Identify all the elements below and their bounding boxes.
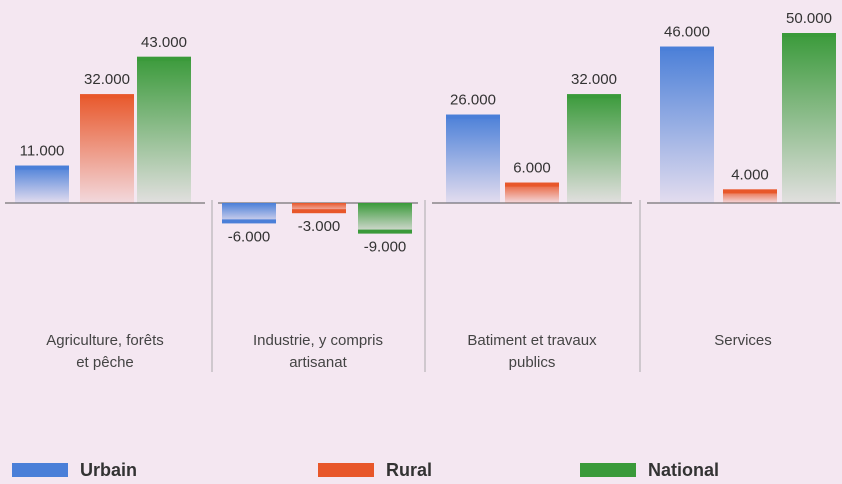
value-label: -6.000 [228,228,271,245]
bar-edge [292,209,346,214]
bar [80,94,134,203]
bar [137,56,191,203]
bar-edge [505,182,559,187]
legend-label: Rural [386,460,432,480]
value-label: 26.000 [450,92,496,109]
bar-edge [567,94,621,99]
value-label: -9.000 [364,239,407,256]
legend-swatch [318,463,374,477]
bar [358,203,412,234]
value-label: 6.000 [513,160,551,177]
bar-edge [660,46,714,51]
bar [505,182,559,203]
bar [660,46,714,203]
value-label: 11.000 [20,143,65,160]
value-label: 50.000 [786,10,832,27]
bar [222,203,276,224]
legend-swatch [580,463,636,477]
bar-edge [15,165,69,170]
x-tick-label: Services [714,332,772,349]
legend-label: National [648,460,719,480]
value-label: 32.000 [84,71,130,88]
bar-edge [222,219,276,224]
value-label: 32.000 [571,71,617,88]
bar [567,94,621,203]
bar-edge [358,229,412,234]
bar [782,33,836,203]
bar-edge [137,56,191,61]
bar-edge [723,189,777,194]
value-label: -3.000 [298,218,341,235]
bar-edge [782,33,836,37]
value-label: 4.000 [731,166,769,183]
bar-edge [80,94,134,99]
legend-label: Urbain [80,460,137,480]
value-label: 46.000 [664,24,710,41]
x-tick-label: Industrie, y compris artisanat [252,332,384,371]
bar-edge [446,114,500,119]
legend-swatch [12,463,68,477]
bar [292,203,346,214]
bar [15,165,69,203]
value-label: 43.000 [141,34,187,51]
x-tick-label: Batiment et travaux publics [467,332,597,371]
bar [446,114,500,203]
x-tick-label: Agriculture, forêts et pêche [46,332,164,371]
